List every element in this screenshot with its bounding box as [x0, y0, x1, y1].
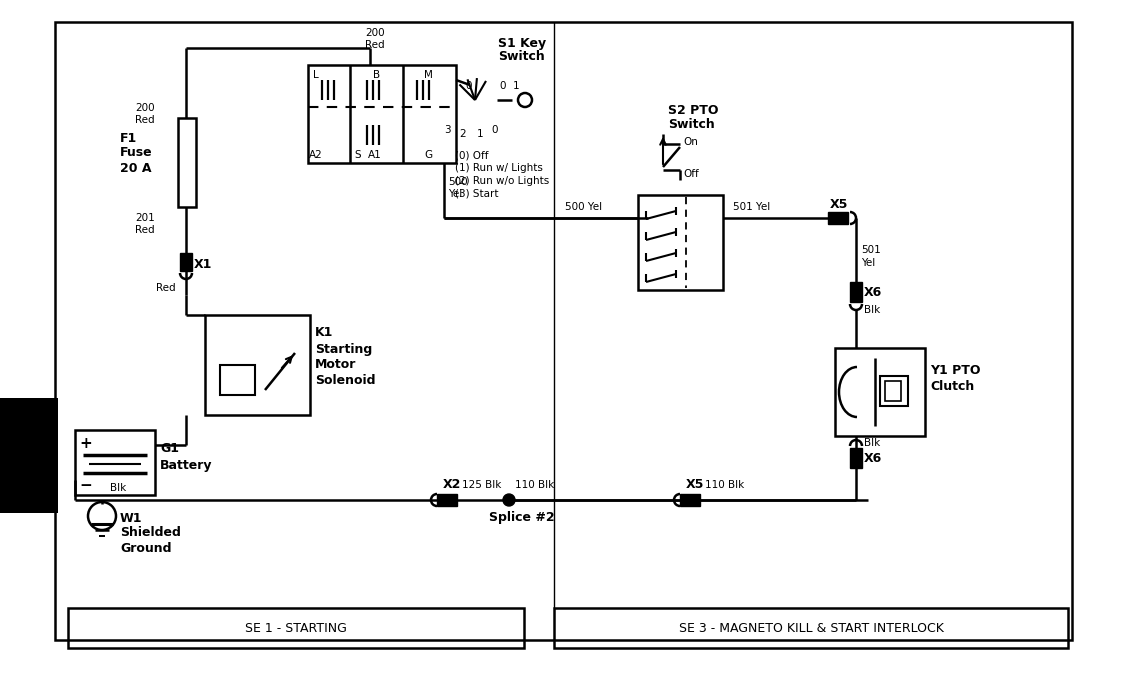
Text: G1: G1: [160, 441, 179, 454]
Text: Motor: Motor: [315, 359, 356, 372]
Text: Switch: Switch: [498, 51, 545, 64]
Text: A1: A1: [368, 150, 382, 160]
Text: 20 A: 20 A: [120, 162, 152, 175]
Text: 200: 200: [135, 103, 155, 113]
Text: (1) Run w/ Lights: (1) Run w/ Lights: [455, 163, 543, 173]
Circle shape: [503, 494, 515, 506]
Text: X1: X1: [194, 257, 213, 271]
Text: Solenoid: Solenoid: [315, 374, 375, 387]
Text: Starting: Starting: [315, 343, 373, 355]
Bar: [75, 430, 155, 495]
Text: 1: 1: [476, 129, 483, 139]
Bar: [881, 376, 908, 406]
Text: S1 Key: S1 Key: [498, 37, 546, 49]
Text: Battery: Battery: [160, 458, 213, 471]
Text: K1: K1: [315, 326, 333, 339]
Text: 3: 3: [444, 125, 450, 135]
Bar: [178, 118, 196, 207]
Text: X5: X5: [830, 198, 848, 211]
Text: 125 Blk: 125 Blk: [462, 480, 501, 490]
Text: 500: 500: [448, 177, 467, 187]
Text: Y1 PTO: Y1 PTO: [930, 364, 981, 376]
Text: (0) Off: (0) Off: [455, 150, 489, 160]
Bar: [850, 282, 863, 302]
Bar: [638, 195, 723, 290]
Text: 501 Yel: 501 Yel: [733, 202, 770, 212]
Text: (2) Run w/o Lights: (2) Run w/o Lights: [455, 176, 549, 186]
Text: X6: X6: [864, 452, 883, 464]
Bar: [554, 608, 1067, 648]
Text: SE 3 - MAGNETO KILL & START INTERLOCK: SE 3 - MAGNETO KILL & START INTERLOCK: [679, 621, 944, 634]
Text: Red: Red: [135, 115, 155, 125]
Text: W1: W1: [120, 512, 143, 525]
Text: −: −: [79, 477, 91, 492]
Text: Red: Red: [365, 40, 385, 50]
Text: 0: 0: [465, 81, 472, 91]
Text: X5: X5: [686, 479, 705, 492]
Text: SE 1 - STARTING: SE 1 - STARTING: [245, 621, 347, 634]
Text: Blk: Blk: [110, 483, 126, 493]
Text: Shielded: Shielded: [120, 527, 181, 540]
Bar: [0, 398, 59, 513]
Text: Blk: Blk: [864, 438, 881, 448]
Bar: [828, 212, 848, 224]
Bar: [68, 608, 524, 648]
Text: 0: 0: [492, 125, 498, 135]
Text: Red: Red: [157, 283, 176, 293]
Text: 501: 501: [861, 245, 881, 255]
Text: Clutch: Clutch: [930, 380, 974, 393]
Text: 2: 2: [459, 129, 466, 139]
Text: X6: X6: [864, 286, 883, 299]
Text: 110 Blk: 110 Blk: [515, 480, 554, 490]
Bar: [309, 65, 456, 163]
Bar: [835, 348, 924, 436]
Text: Fuse: Fuse: [120, 146, 153, 160]
Text: Off: Off: [683, 169, 699, 179]
Text: 201: 201: [135, 213, 155, 223]
Text: (3) Start: (3) Start: [455, 189, 499, 199]
Text: 500 Yel: 500 Yel: [565, 202, 602, 212]
Text: Splice #2: Splice #2: [489, 512, 555, 525]
Text: L: L: [313, 70, 319, 80]
Bar: [437, 494, 457, 506]
Text: On: On: [683, 137, 698, 147]
Bar: [205, 315, 310, 415]
Text: S: S: [355, 150, 361, 160]
Bar: [850, 448, 863, 468]
Text: F1: F1: [120, 131, 137, 144]
Text: Yel: Yel: [861, 258, 875, 268]
Text: Yel: Yel: [448, 189, 463, 199]
Text: M: M: [423, 70, 432, 80]
Text: Red: Red: [135, 225, 155, 235]
Bar: [180, 253, 193, 271]
Bar: [885, 381, 901, 401]
Text: B: B: [374, 70, 381, 80]
Text: +: +: [79, 435, 91, 450]
Text: 110 Blk: 110 Blk: [705, 480, 744, 490]
Bar: [220, 365, 254, 395]
Text: X2: X2: [443, 479, 462, 492]
Text: Switch: Switch: [668, 118, 715, 131]
Text: Ground: Ground: [120, 542, 171, 554]
Bar: [680, 494, 700, 506]
Text: G: G: [423, 150, 432, 160]
Text: Blk: Blk: [864, 305, 881, 315]
Text: S2 PTO: S2 PTO: [668, 104, 718, 116]
Text: 200: 200: [365, 28, 385, 38]
Text: 0  1: 0 1: [500, 81, 519, 91]
Text: A2: A2: [310, 150, 323, 160]
